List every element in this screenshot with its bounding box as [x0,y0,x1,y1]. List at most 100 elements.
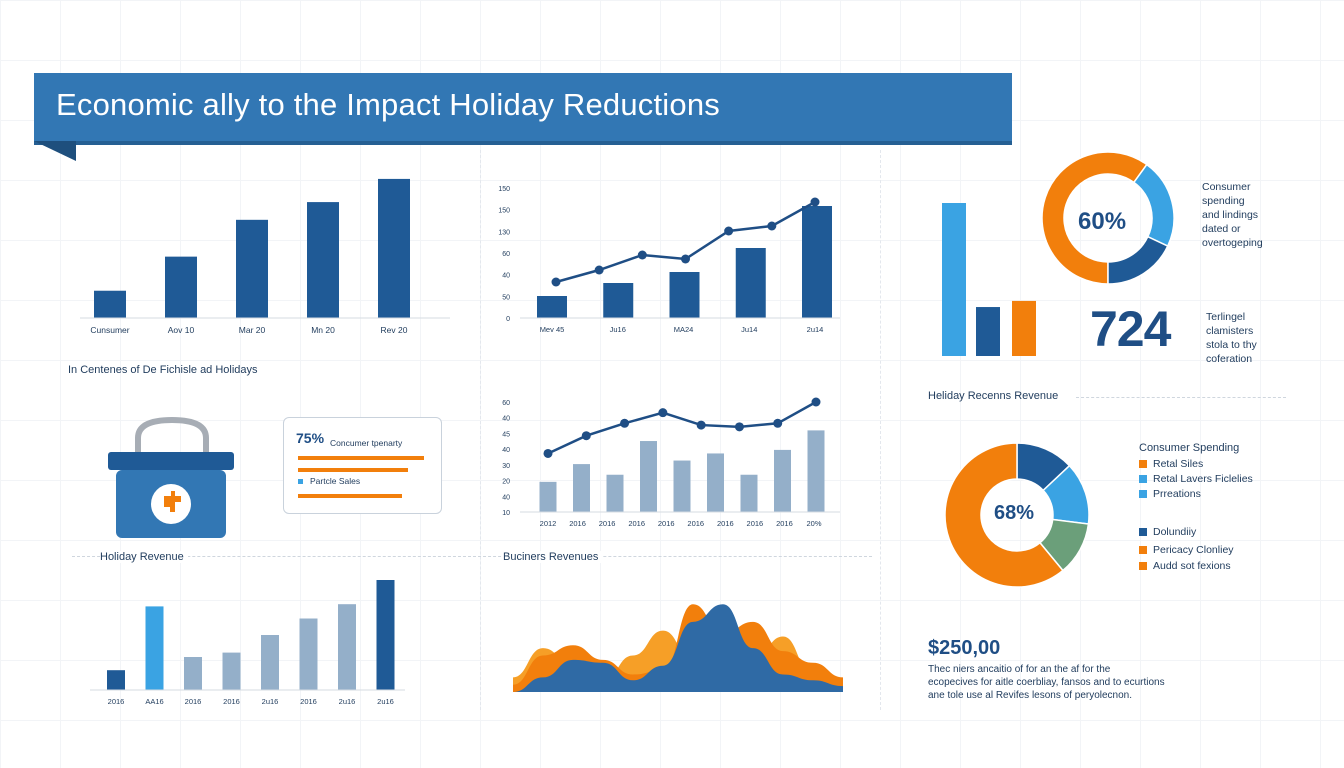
bar [707,453,724,512]
line-point [637,250,647,260]
x-tick-label: Mar 20 [239,325,266,335]
x-tick-label: 2016 [300,697,317,706]
y-tick-label: 45 [502,431,510,438]
money-figure: $250,00 [928,637,1001,659]
legend-label: Retal Lavers Ficlelies [1153,473,1253,485]
x-tick-label: 2u16 [262,697,279,706]
bar [145,606,164,690]
note-line: spending [1202,195,1245,207]
note-line: and lindings [1202,209,1259,221]
bar [338,604,356,690]
y-tick-label: 60 [502,400,510,407]
money-note: Thec niers ancaitio of for an the af for… [928,663,1165,702]
y-tick-label: 50 [502,294,510,301]
bar [222,652,241,690]
x-tick-label: 2016 [185,697,202,706]
card-swatch [298,479,303,484]
legend-swatch [1139,528,1147,537]
x-tick-label: MA24 [674,325,694,334]
section-label-holiday-revenue: Holiday Revenue [100,551,188,563]
section-label-incentives: In Centenes of De Fichisle ad Holidays [68,364,258,376]
bar [573,464,590,512]
line-point [594,265,604,275]
legend-swatch [1139,460,1147,469]
x-tick-label: 2012 [540,519,557,528]
legend-item: Audd sot fexions [1139,560,1231,572]
y-tick-label: 20 [502,479,510,486]
bar-chart-top-left: Cunsumer Aov 10 Mar 20 Mn 20 Rev 20 [80,178,450,335]
line-point [773,418,783,428]
y-tick-label: 0 [506,316,510,323]
bar [807,430,825,512]
x-tick-label: Ju14 [741,325,757,334]
note-line: overtogeping [1202,237,1263,249]
bar [184,657,202,690]
legend-label: Audd sot fexions [1153,560,1231,572]
card-row-2-label: Partcle Sales [310,476,361,486]
legend-item: Pericacy Clonliey [1139,544,1234,556]
line-point [658,408,668,418]
legend-item: Retal Lavers Ficlelies [1139,473,1253,485]
note-line: clamisters [1206,325,1254,337]
combo-chart-top-middle: 0 50 40 60 130 150 150 Mev 45 Ju16 MA24 Ju14 2u14 [498,186,840,334]
x-tick-label: Mn 20 [311,325,335,335]
area-series [513,604,843,692]
section-label-business-revenues: Buciners Revenues [503,551,603,563]
legend-label: Prreations [1153,488,1201,500]
note-line: Terlingel [1206,311,1246,323]
legend-item: Prreations [1139,488,1201,500]
card-bar-1 [298,456,424,460]
bar [376,580,395,690]
line-point [581,431,591,441]
bar [942,203,966,356]
bar [94,290,126,318]
x-tick-label: 2016 [687,519,704,528]
legend-swatch [1139,475,1147,484]
note-line: dated or [1202,223,1241,235]
bar [539,481,557,512]
line-point [734,422,744,432]
bar [307,202,339,318]
x-tick-label: AA16 [145,697,163,706]
bar [236,219,268,318]
x-tick-label: 2u16 [339,697,356,706]
legend-swatch [1139,490,1147,499]
donut-top-note: Consumer spending and lindings dated or … [1202,180,1263,250]
bar [774,449,791,512]
line-point [724,226,734,236]
column-divider-2 [880,150,881,710]
pie-slice [1107,235,1169,285]
note-line: ecopecives for aitle coerbliay, fansos a… [928,677,1165,688]
x-tick-label: Mev 45 [540,325,565,334]
x-tick-label: 2u16 [377,697,394,706]
x-tick-label: Ju16 [610,325,626,334]
y-tick-label: 60 [502,251,510,258]
y-tick-label: 40 [502,273,510,280]
note-line: Thec niers ancaitio of for an the af for… [928,664,1111,675]
x-tick-label: 2016 [108,697,125,706]
legend-swatch [1139,546,1147,555]
line-point [810,197,820,207]
line-point [811,397,821,407]
series-line [547,400,817,455]
bar [537,296,567,318]
bar [107,670,125,690]
bar [378,178,410,318]
big-number-note: Terlingel clamisters stola to thy cofera… [1206,310,1257,366]
legend-item: Dolundiiy [1139,526,1196,538]
bar [606,474,624,512]
bar [673,460,691,512]
y-tick-label: 150 [498,186,510,193]
x-tick-label: 2u14 [807,325,824,334]
bar [261,635,279,690]
pie-slice [944,442,1064,588]
bar [740,474,758,512]
note-line: Consumer [1202,181,1251,193]
stat-card: 75% Concumer tpenarty Partcle Sales [283,417,442,514]
legend-label: Dolundiiy [1153,526,1197,538]
x-tick-label: 2016 [747,519,764,528]
x-tick-label: 20% [806,519,821,528]
column-divider-1 [480,150,481,710]
note-line: coferation [1206,353,1253,365]
y-tick-label: 40 [502,447,510,454]
